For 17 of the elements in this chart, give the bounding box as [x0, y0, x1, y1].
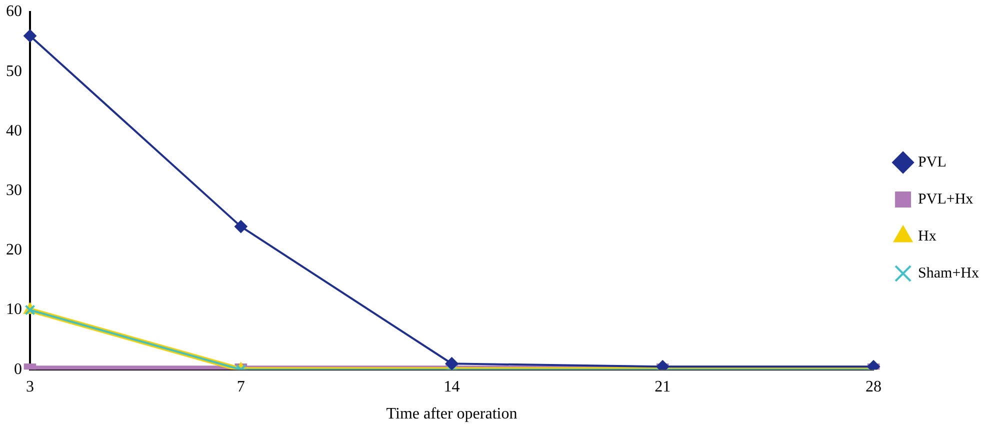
- x-tick-label: 28: [866, 378, 882, 396]
- y-tick-label: 50: [6, 62, 22, 80]
- legend-label: Hx: [918, 228, 937, 244]
- y-tick-label: 0: [14, 360, 22, 378]
- legend-label: PVL: [918, 154, 946, 170]
- y-tick-label: 60: [6, 3, 22, 20]
- x-tick-label: 3: [26, 378, 34, 396]
- y-tick-label: 40: [6, 122, 22, 140]
- y-tick-label: 10: [6, 301, 22, 318]
- x-axis-title: Time after operation: [386, 406, 518, 423]
- legend-label: Sham+Hx: [918, 265, 980, 282]
- x-tick-label: 21: [654, 378, 671, 396]
- y-tick-label: 30: [6, 182, 22, 200]
- x-tick-label: 7: [236, 378, 245, 396]
- y-tick-label: 20: [6, 242, 22, 259]
- x-tick-label: 14: [444, 378, 460, 396]
- legend-label: PVL+Hx: [918, 191, 974, 208]
